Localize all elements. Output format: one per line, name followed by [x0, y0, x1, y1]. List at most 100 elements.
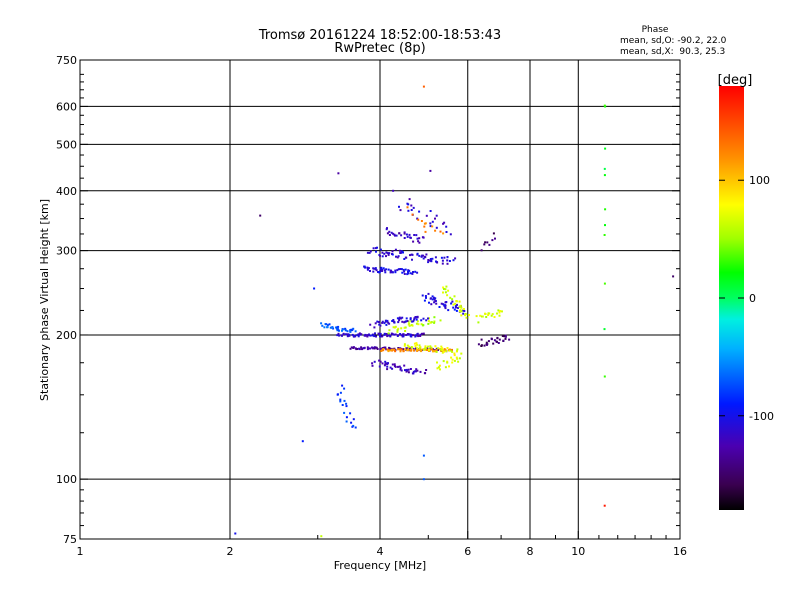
data-point: [443, 288, 445, 290]
data-point: [451, 348, 453, 351]
data-point: [439, 368, 441, 371]
data-point: [411, 320, 414, 323]
data-point: [402, 350, 405, 352]
data-point: [454, 305, 457, 308]
data-point: [398, 205, 400, 208]
data-point: [392, 232, 395, 235]
data-point: [417, 335, 420, 338]
data-point: [446, 259, 449, 262]
data-point: [491, 239, 494, 242]
data-point: [409, 272, 412, 275]
data-point: [373, 347, 376, 350]
data-point: [386, 227, 388, 230]
data-point: [375, 269, 378, 272]
data-point: [418, 241, 421, 244]
data-point: [383, 364, 386, 367]
data-point: [603, 504, 606, 507]
data-point: [350, 328, 353, 331]
data-point: [381, 320, 384, 323]
data-point: [389, 271, 392, 274]
data-point: [403, 364, 406, 367]
data-point: [438, 306, 441, 308]
data-point: [346, 330, 349, 333]
x-tick-label: 16: [673, 545, 687, 558]
data-point: [399, 368, 402, 371]
data-point: [376, 246, 378, 249]
y-tick-label: 500: [56, 138, 77, 151]
data-point: [378, 365, 381, 368]
data-point: [429, 210, 432, 212]
data-point: [323, 326, 326, 329]
data-point: [378, 271, 381, 274]
data-point: [379, 254, 381, 257]
data-point: [480, 249, 483, 252]
data-point: [344, 329, 347, 332]
data-point: [329, 326, 332, 329]
data-point: [451, 300, 454, 303]
data-point: [429, 348, 432, 351]
data-point: [393, 233, 396, 236]
data-point: [325, 323, 328, 326]
data-point: [441, 347, 444, 350]
data-point: [485, 343, 488, 346]
data-point: [385, 320, 388, 323]
data-point: [394, 248, 397, 251]
data-point: [415, 342, 418, 345]
ticks-layer: 1 2 4 6 8 10 16 75 100 200 300 400 500 600 750: [56, 54, 687, 558]
data-point: [498, 311, 501, 314]
data-point: [341, 329, 343, 332]
data-point: [433, 321, 436, 324]
data-point: [431, 220, 434, 223]
data-point: [420, 220, 423, 222]
data-point: [604, 224, 606, 227]
data-point: [453, 352, 456, 355]
x-axis-label: Frequency [MHz]: [334, 559, 426, 572]
data-point: [416, 332, 419, 335]
data-point: [354, 426, 357, 429]
data-point: [386, 232, 389, 235]
data-point: [430, 321, 433, 324]
data-point: [498, 338, 501, 341]
data-point: [358, 347, 361, 350]
data-point: [366, 251, 369, 254]
data-point: [411, 213, 414, 216]
data-point: [416, 217, 419, 220]
data-point: [400, 327, 403, 330]
data-point: [447, 289, 450, 292]
data-point: [399, 251, 402, 254]
data-point: [451, 358, 454, 361]
data-point: [434, 350, 436, 353]
data-point: [374, 247, 377, 250]
data-point: [379, 360, 382, 363]
data-point: [381, 362, 384, 365]
data-point: [387, 350, 390, 353]
data-point: [467, 314, 470, 316]
data-point: [458, 300, 461, 303]
data-point: [403, 237, 406, 239]
data-point: [498, 314, 501, 317]
data-point: [429, 225, 432, 228]
data-point: [436, 261, 439, 264]
data-point: [386, 333, 389, 336]
data-point: [457, 306, 459, 309]
data-point: [387, 362, 389, 365]
data-point: [381, 268, 384, 271]
data-point: [387, 334, 390, 337]
data-point: [395, 255, 397, 258]
data-point: [339, 398, 342, 401]
data-point: [337, 332, 340, 335]
data-point: [479, 314, 482, 317]
data-point: [427, 345, 430, 348]
data-point: [390, 270, 393, 272]
data-point: [496, 340, 498, 343]
data-point: [440, 345, 443, 348]
x-tick-label: 8: [527, 545, 534, 558]
data-point: [442, 360, 445, 363]
data-point: [437, 347, 440, 350]
data-point: [429, 222, 432, 225]
data-point: [477, 343, 480, 346]
data-point: [368, 251, 371, 254]
data-point: [446, 256, 449, 259]
data-point: [320, 322, 323, 325]
data-point: [442, 291, 444, 294]
